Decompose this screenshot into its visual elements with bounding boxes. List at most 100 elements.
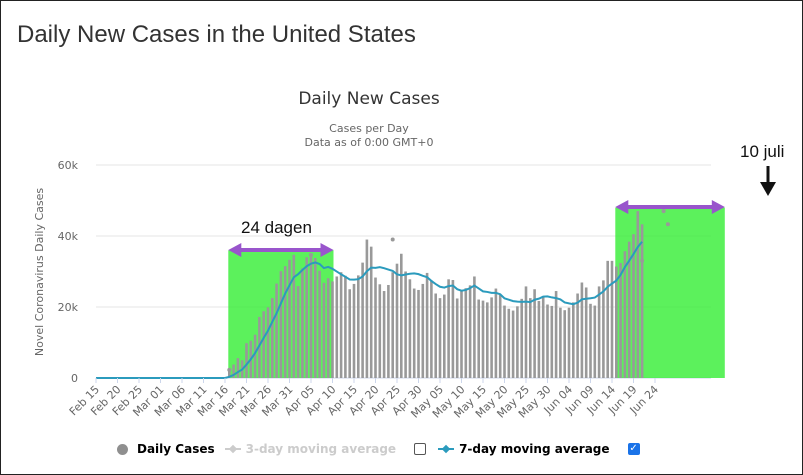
daily-cases-point	[390, 237, 395, 242]
daily-cases-bar	[529, 298, 532, 378]
daily-cases-bar	[283, 266, 287, 378]
daily-cases-bar	[279, 271, 283, 378]
annotation-label-july-10: 10 juli	[740, 142, 784, 161]
daily-cases-point	[661, 209, 666, 214]
y-tick-label: 60k	[58, 159, 79, 172]
daily-cases-bar	[404, 271, 407, 378]
daily-cases-bar	[352, 283, 356, 378]
daily-cases-bar	[490, 297, 493, 378]
daily-cases-bar	[593, 305, 597, 378]
chart-title: Daily New Cases	[298, 89, 440, 109]
daily-cases-point	[640, 258, 645, 263]
daily-cases-bar	[559, 307, 562, 378]
daily-cases-bar	[434, 293, 437, 378]
daily-cases-bar	[507, 308, 511, 378]
checkbox-7day-average[interactable]: ✓	[627, 443, 640, 455]
daily-cases-bar	[627, 241, 631, 378]
daily-cases-bar	[576, 293, 579, 378]
daily-cases-bar	[498, 294, 502, 378]
daily-cases-bar	[326, 278, 330, 378]
daily-cases-bar	[468, 285, 472, 378]
chart-subtitle: Cases per Day	[329, 122, 409, 135]
daily-cases-bar	[417, 289, 420, 378]
daily-cases-bar	[546, 304, 549, 378]
daily-cases-bar	[460, 291, 463, 378]
daily-cases-bar	[563, 310, 566, 378]
duration-arrow-to-july-head-right	[711, 200, 725, 214]
daily-cases-bar	[395, 263, 399, 378]
daily-cases-bar	[567, 307, 571, 378]
daily-cases-bar	[503, 305, 506, 378]
y-tick-label: 20k	[58, 301, 79, 314]
duration-arrow-24-days-head-left	[228, 243, 242, 257]
legend-3day-label: 3-day moving average	[245, 442, 397, 456]
daily-cases-bar	[572, 302, 575, 378]
daily-cases-bar	[374, 277, 377, 378]
daily-cases-bar	[494, 288, 498, 378]
legend-daily-cases-label: Daily Cases	[137, 442, 215, 456]
legend-7day-average[interactable]: 7-day moving average	[438, 442, 610, 456]
daily-cases-bar	[606, 260, 609, 378]
daily-cases-bar	[365, 239, 369, 378]
daily-cases-bar	[232, 364, 235, 378]
daily-cases-point	[227, 367, 232, 372]
daily-cases-bar	[602, 280, 605, 378]
daily-cases-bar	[451, 280, 455, 378]
y-tick-label: 0	[71, 372, 78, 385]
daily-cases-bar	[369, 246, 373, 378]
daily-cases-bar	[524, 286, 528, 378]
daily-cases-bar	[301, 268, 304, 378]
daily-cases-bar	[288, 259, 291, 378]
daily-cases-bar	[275, 283, 278, 378]
daily-cases-bar	[541, 296, 545, 378]
daily-cases-bar	[473, 276, 476, 378]
legend-7day-label: 7-day moving average	[459, 442, 610, 456]
daily-cases-bar	[610, 260, 614, 378]
daily-cases-bar	[309, 253, 313, 378]
daily-cases-bar	[305, 257, 308, 378]
daily-cases-bar	[430, 280, 433, 378]
daily-cases-bar	[533, 289, 536, 378]
daily-cases-bar	[619, 262, 622, 378]
legend-daily-cases[interactable]: Daily Cases	[117, 442, 215, 456]
daily-cases-bar	[550, 305, 554, 378]
daily-cases-bar	[615, 266, 618, 378]
chart-subtitle-date: Data as of 0:00 GMT+0	[305, 136, 434, 149]
page-title: Daily New Cases in the United States	[17, 21, 416, 48]
legend-line-icon	[438, 448, 455, 450]
daily-cases-bar	[318, 270, 321, 378]
daily-cases-bar	[477, 299, 480, 378]
daily-cases-point	[309, 252, 313, 257]
daily-cases-bar	[511, 310, 515, 378]
daily-cases-bar	[580, 282, 584, 378]
daily-cases-bar	[357, 275, 360, 378]
daily-cases-bar	[253, 334, 257, 378]
daily-cases-bar	[344, 275, 347, 378]
daily-cases-bar	[408, 279, 412, 378]
daily-cases-bar	[314, 258, 317, 378]
legend-dot-icon	[117, 443, 128, 455]
daily-cases-bar	[623, 251, 627, 378]
duration-arrow-to-july-head-left	[615, 200, 629, 214]
daily-cases-bar	[387, 284, 390, 378]
daily-cases-bar	[438, 298, 442, 378]
daily-cases-bar	[597, 286, 601, 378]
daily-cases-bar	[245, 343, 248, 378]
daily-cases-bar	[339, 272, 343, 378]
legend-3day-average[interactable]: 3-day moving average	[224, 442, 397, 456]
daily-cases-bar	[589, 303, 592, 378]
daily-cases-bar	[455, 298, 459, 378]
daily-cases-bar	[447, 279, 450, 378]
chart-legend: Daily Cases 3-day moving average 7-day m…	[117, 439, 652, 459]
highlight-region-2	[615, 207, 725, 378]
daily-cases-bar	[537, 300, 541, 378]
daily-cases-bar	[421, 283, 425, 378]
duration-arrow-24-days-head-right	[320, 243, 334, 257]
checkbox-3day-average[interactable]	[414, 443, 427, 455]
daily-cases-bar	[554, 291, 558, 378]
daily-cases-bar	[632, 234, 635, 378]
daily-cases-bar	[640, 224, 644, 378]
daily-cases-bar	[361, 262, 364, 378]
daily-cases-bar	[636, 211, 640, 378]
